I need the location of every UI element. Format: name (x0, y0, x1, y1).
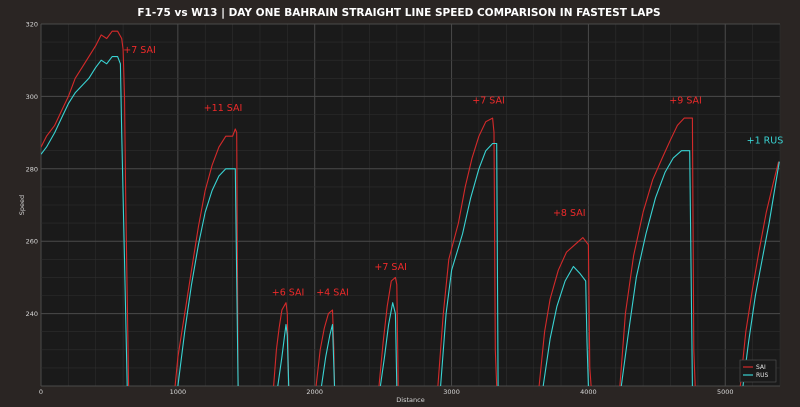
y-tick-label: 320 (26, 21, 38, 29)
x-tick-label: 5000 (717, 388, 734, 396)
x-tick-label: 1000 (170, 388, 187, 396)
grid (40, 23, 781, 387)
series-line-rus (379, 302, 398, 386)
series-line-sai (174, 128, 239, 386)
annotations: +7 SAI +11 SAI +6 SAI +4 SAI +7 SAI +7 SAI +8 … (123, 45, 783, 299)
series-line-rus (177, 168, 239, 386)
x-axis-label: Distance (396, 396, 424, 404)
series-line-rus (320, 323, 336, 386)
x-tick-label: 0 (39, 388, 43, 396)
series-line-rus (41, 56, 128, 386)
series-line-sai (273, 302, 290, 386)
speed-delta-annotation: +7 SAI (123, 45, 156, 56)
speed-delta-annotation: +7 SAI (472, 96, 505, 107)
speed-delta-annotation: +6 SAI (272, 288, 305, 299)
series-line-rus (542, 265, 589, 386)
speed-delta-annotation: +9 SAI (669, 96, 702, 107)
series-lines (41, 30, 780, 386)
series-line-rus (440, 142, 499, 386)
y-tick-label: 280 (26, 165, 38, 173)
legend-label-sai: SAI (756, 364, 766, 371)
y-tick-label: 240 (26, 310, 38, 318)
y-tick-label: 300 (26, 93, 38, 101)
speed-delta-annotation: +7 SAI (374, 262, 407, 273)
x-tick-label: 4000 (580, 388, 597, 396)
series-line-rus (620, 150, 693, 386)
speed-delta-annotation: +4 SAI (316, 288, 349, 299)
series-line-sai (739, 161, 780, 386)
series-line-sai (437, 117, 498, 386)
speed-delta-annotation: +11 SAI (204, 103, 243, 114)
series-line-rus (742, 161, 780, 386)
chart-title: F1-75 vs W13 | DAY ONE BAHRAIN STRAIGHT … (137, 7, 660, 19)
y-axis-ticks: 240 260 280 300 320 (26, 21, 38, 319)
x-tick-label: 3000 (443, 388, 460, 396)
series-line-sai (538, 237, 592, 386)
series-line-sai (378, 276, 399, 386)
series-line-sai (41, 30, 130, 386)
legend-label-rus: RUS (756, 372, 769, 379)
series-line-sai (619, 117, 696, 386)
legend-box (739, 359, 777, 383)
y-tick-label: 260 (26, 238, 38, 246)
series-line-rus (277, 323, 290, 386)
speed-delta-annotation: +8 SAI (553, 208, 586, 219)
y-axis-label: Speed (18, 195, 26, 215)
x-axis-ticks: 0 1000 2000 3000 4000 5000 (39, 388, 734, 396)
series-line-sai (315, 309, 336, 386)
speed-delta-annotation: +1 RUS (747, 135, 784, 146)
x-tick-label: 2000 (306, 388, 323, 396)
